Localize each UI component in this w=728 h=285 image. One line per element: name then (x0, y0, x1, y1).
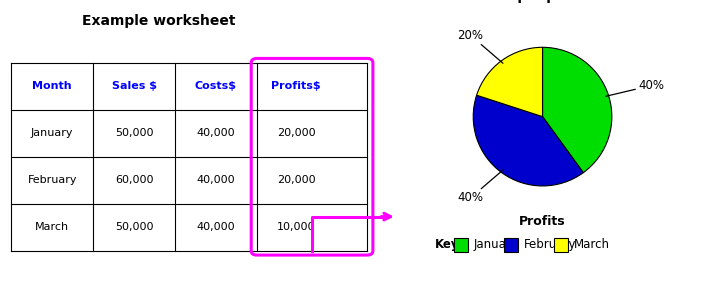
Text: Month: Month (33, 81, 72, 91)
Wedge shape (542, 47, 612, 173)
Text: 40,000: 40,000 (197, 128, 235, 138)
Text: 10,000: 10,000 (277, 222, 315, 232)
Text: Profits$: Profits$ (272, 81, 321, 91)
Text: 20,000: 20,000 (277, 128, 315, 138)
Text: Key:: Key: (435, 238, 464, 251)
Wedge shape (473, 95, 583, 186)
FancyBboxPatch shape (554, 238, 568, 252)
Text: 40%: 40% (606, 79, 664, 96)
Title: Example pie chart: Example pie chart (475, 0, 617, 3)
Text: 40%: 40% (457, 170, 503, 204)
Text: February: February (28, 175, 77, 185)
Text: 40,000: 40,000 (197, 175, 235, 185)
Text: January: January (474, 238, 519, 251)
FancyBboxPatch shape (505, 238, 518, 252)
Text: 50,000: 50,000 (115, 128, 154, 138)
Wedge shape (477, 47, 542, 117)
Text: February: February (524, 238, 577, 251)
Text: Profits: Profits (519, 215, 566, 229)
Text: March: March (574, 238, 610, 251)
Text: Costs$: Costs$ (195, 81, 237, 91)
Text: 40,000: 40,000 (197, 222, 235, 232)
FancyBboxPatch shape (454, 238, 468, 252)
Text: 20,000: 20,000 (277, 175, 315, 185)
Text: March: March (35, 222, 69, 232)
Text: January: January (31, 128, 74, 138)
Text: Example worksheet: Example worksheet (82, 14, 236, 28)
Text: 60,000: 60,000 (115, 175, 154, 185)
Text: 20%: 20% (457, 29, 503, 63)
Text: 50,000: 50,000 (115, 222, 154, 232)
Text: Sales $: Sales $ (111, 81, 157, 91)
